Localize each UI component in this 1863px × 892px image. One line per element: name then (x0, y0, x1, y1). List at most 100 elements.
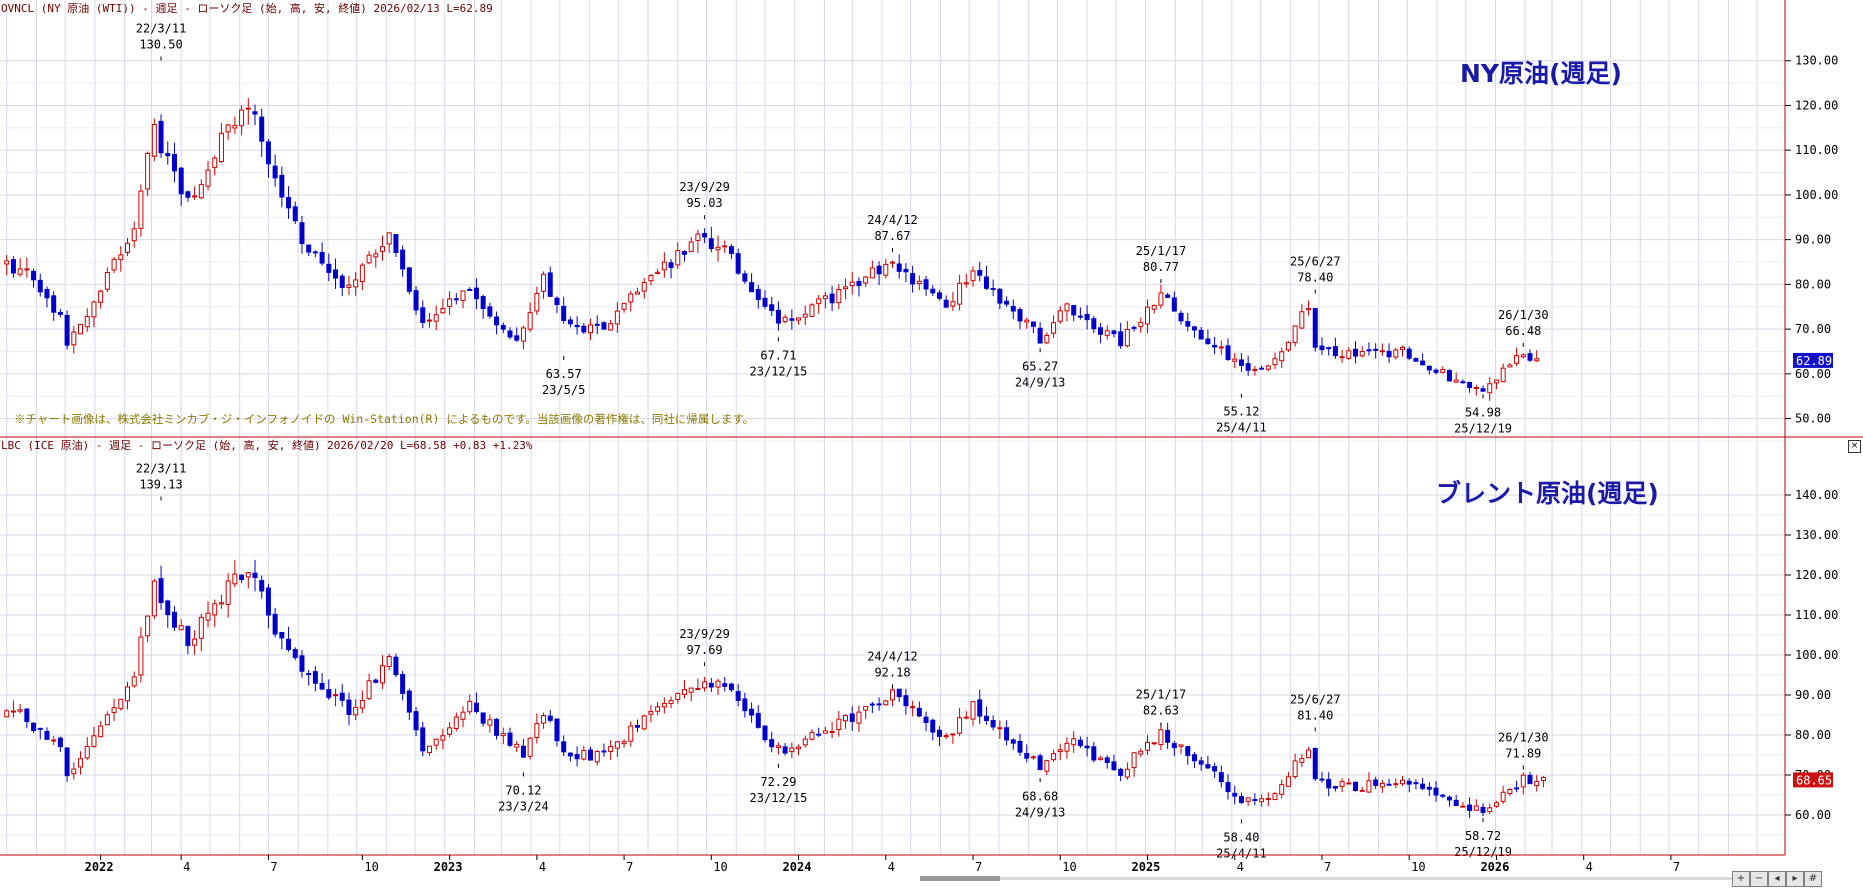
candle-body (1178, 744, 1184, 747)
candle-body (1473, 387, 1479, 390)
candle-body (1379, 350, 1385, 353)
candle-body (1326, 347, 1332, 350)
candle-body (366, 680, 372, 700)
horizontal-scrollbar[interactable]: + − ◂ ▸ # (920, 868, 1863, 888)
candle-body (621, 741, 627, 745)
candle-body (1245, 363, 1251, 371)
candle-body (339, 692, 345, 701)
pan-left-icon[interactable]: ◂ (1768, 871, 1786, 887)
candle-body (856, 711, 862, 724)
candle-body (104, 272, 110, 290)
chart-header: LBC (ICE 原油) - 週足 - ローソク足 (始, 高, 安, 終値) … (1, 438, 533, 452)
candle-body (1037, 755, 1043, 771)
candle-body (406, 267, 412, 292)
candle-body (292, 206, 298, 222)
annotation-value: 58.72 (1465, 829, 1501, 843)
candle-body (1285, 776, 1291, 787)
candle-body (44, 730, 50, 740)
candle-body (588, 324, 594, 334)
candle-body (890, 261, 895, 264)
candle-body (1004, 300, 1010, 305)
candle-body (514, 743, 520, 748)
annotation-value: 65.27 (1022, 359, 1058, 373)
candle-body (1232, 358, 1238, 362)
candle-body (1279, 784, 1285, 795)
scroll-track[interactable] (920, 877, 1740, 880)
candle-body (983, 276, 989, 289)
candle-body (608, 746, 614, 752)
candle-body (1480, 806, 1486, 813)
candle-body (769, 304, 775, 311)
candle-body (279, 174, 285, 198)
candle-body (1420, 783, 1426, 789)
candle-body (708, 682, 714, 688)
candle-body (1024, 319, 1030, 323)
annotation-date: 23/12/15 (750, 364, 808, 378)
candle-body (453, 716, 459, 729)
candle-body (668, 700, 674, 705)
candle-body (775, 745, 781, 748)
grid-icon[interactable]: # (1804, 871, 1822, 887)
x-tick-label: 7 (975, 860, 982, 874)
candle-body (1292, 325, 1298, 344)
annotation-value: 78.40 (1297, 271, 1333, 285)
candle-body (1393, 783, 1399, 786)
y-tick-label: 100.00 (1795, 188, 1838, 202)
candle-body (286, 197, 292, 209)
candle-body (561, 305, 567, 321)
candle-body (346, 699, 352, 715)
pan-right-icon[interactable]: ▸ (1786, 871, 1804, 887)
candle-body (265, 141, 271, 165)
candle-body (1460, 381, 1466, 384)
candle-body (353, 706, 359, 716)
candle-body (1118, 768, 1124, 776)
candle-body (1084, 745, 1090, 749)
candle-body (1245, 797, 1251, 802)
chart-panel-0: 130.00 120.00 110.00 100.00 90.00 80.00 70.00 6… (0, 0, 1838, 442)
candle-body (970, 701, 976, 720)
candle-body (957, 717, 963, 734)
candle-body (997, 727, 1003, 730)
candle-body (782, 316, 788, 323)
zoom-out-icon[interactable]: − (1750, 871, 1768, 887)
zoom-in-icon[interactable]: + (1732, 871, 1750, 887)
candle-body (1467, 381, 1473, 389)
candle-body (306, 244, 312, 253)
candle-body (520, 327, 526, 342)
candle-body (151, 580, 157, 617)
y-tick-label: 50.00 (1795, 412, 1831, 426)
candle-body (205, 612, 211, 621)
scroll-thumb[interactable] (920, 876, 1000, 881)
candle-body (433, 314, 439, 322)
candle-body (473, 702, 479, 712)
candle-body (1225, 782, 1231, 793)
candle-body (1306, 308, 1312, 311)
y-tick-label: 80.00 (1795, 277, 1831, 291)
annotation-date: 23/3/24 (498, 800, 549, 814)
candle-body (1051, 322, 1057, 334)
candle-body (151, 124, 157, 157)
y-axis: 140.00 130.00 120.00 110.00 100.00 90.00 80.00… (1785, 488, 1838, 822)
close-panel-icon[interactable]: × (1848, 440, 1861, 453)
annotation-date: 25/6/27 (1290, 692, 1341, 706)
candle-body (64, 314, 70, 346)
candle-body (306, 673, 312, 676)
candle-body (1359, 789, 1365, 792)
candle-body (1500, 791, 1506, 802)
annotation-date: 24/4/12 (867, 649, 918, 663)
candle-body (91, 735, 97, 747)
candle-body (1205, 338, 1211, 345)
vertical-grid (6, 437, 1758, 855)
candle-body (574, 324, 580, 328)
candle-body (1265, 798, 1271, 801)
y-tick-label: 90.00 (1795, 688, 1831, 702)
annotation-date: 24/4/12 (867, 213, 918, 227)
candle-body (822, 730, 828, 734)
candle-body (1145, 741, 1150, 751)
annotation-value: 70.12 (505, 784, 541, 798)
candle-body (17, 268, 23, 275)
candle-body (447, 298, 453, 307)
candle-body (601, 322, 607, 330)
candle-body (1426, 786, 1432, 790)
candle-body (775, 309, 781, 324)
